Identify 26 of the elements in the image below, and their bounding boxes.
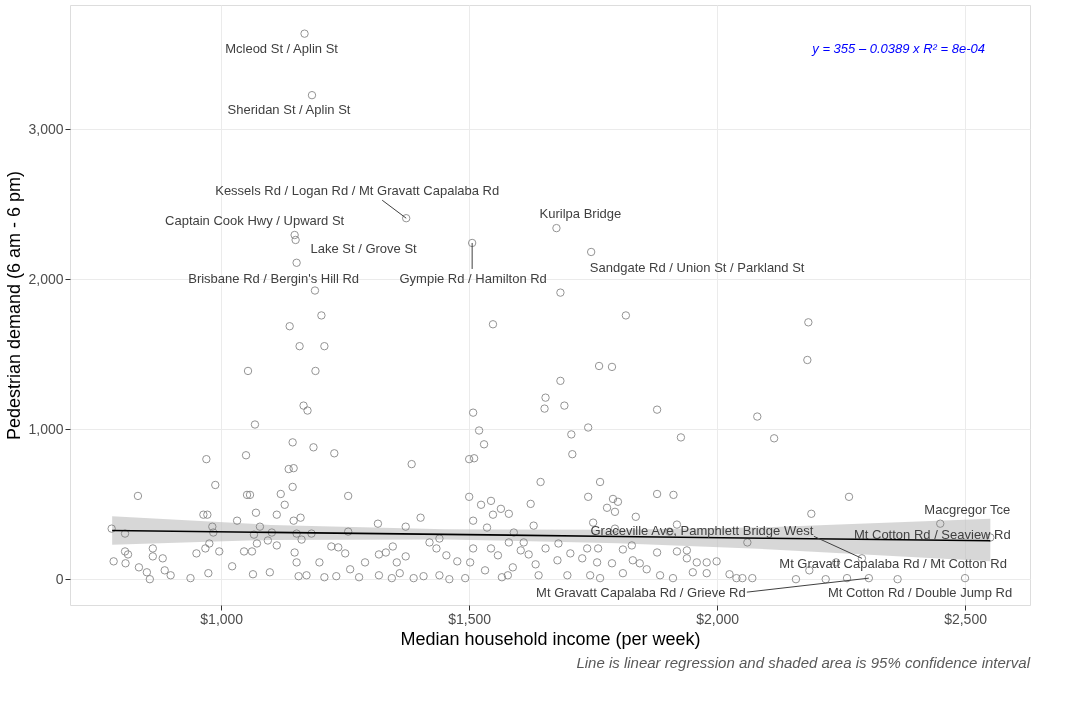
annotation: y = 355 – 0.0389 x R² = 8e-04 [811, 41, 985, 56]
annotation: Mcleod St / Aplin St [225, 40, 339, 56]
annotation: Mt Gravatt Capalaba Rd / Grieve Rd [536, 585, 746, 601]
x-tick-label: $1,500 [448, 610, 492, 627]
y-tick-label: 1,000 [28, 420, 64, 437]
annotation: Mt Gravatt Capalaba Rd / Mt Cotton Rd [779, 556, 1007, 572]
annotation: Kurilpa Bridge [539, 206, 622, 222]
x-tick-label: $2,500 [944, 610, 988, 627]
annotation: Sheridan St / Aplin St [227, 102, 351, 118]
x-axis-title: Median household income (per week) [400, 628, 701, 649]
annotation: Mt Cotton Rd / Double Jump Rd [827, 585, 1013, 601]
y-tick-label: 0 [55, 570, 64, 587]
x-tick-label: $1,000 [200, 610, 244, 627]
y-axis-title: Pedestrian demand (6 am - 6 pm) [4, 170, 25, 441]
annotation: Macgregor Tce [924, 501, 1011, 517]
y-tick-label: 3,000 [28, 120, 64, 137]
y-tick-label: 2,000 [28, 270, 64, 287]
annotation: Sandgate Rd / Union St / Parkland St [589, 259, 805, 275]
x-tick-label: $2,000 [696, 610, 740, 627]
annotation: Gympie Rd / Hamilton Rd [399, 270, 547, 286]
annotation: Graceville Ave, Pamphlett Bridge West [590, 523, 814, 539]
annotation: Brisbane Rd / Bergin's Hill Rd [188, 270, 360, 286]
annotation: Kessels Rd / Logan Rd / Mt Gravatt Capalaba Rd [215, 183, 500, 199]
text: Line is linear regression and shaded area is 95% confidence interval [576, 654, 1031, 671]
annotation: Lake St / Grove St [310, 240, 418, 256]
annotation: Captain Cook Hwy / Upward St [165, 213, 345, 229]
